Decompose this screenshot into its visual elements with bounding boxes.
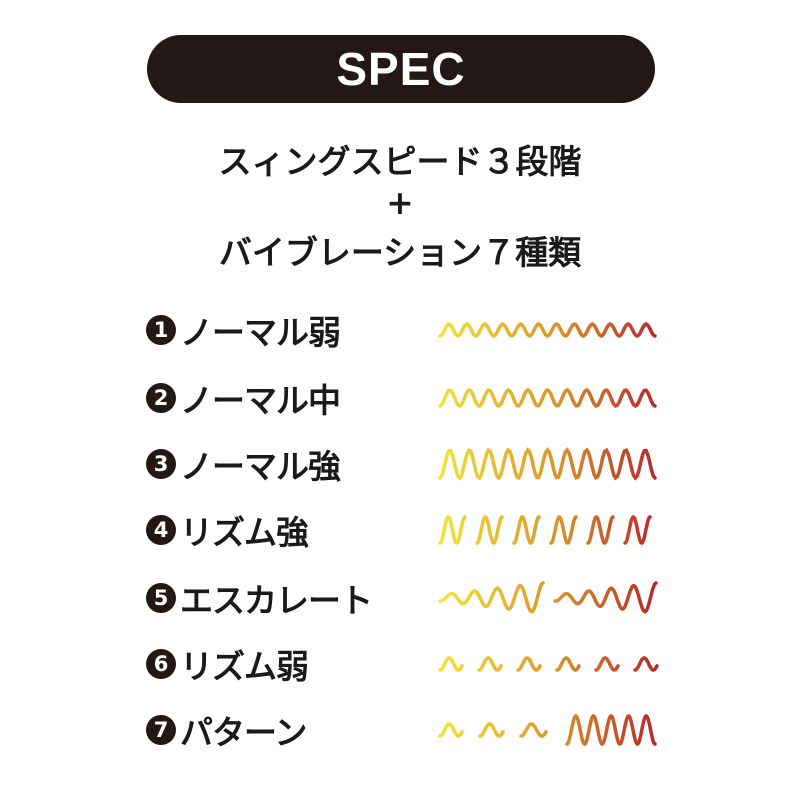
mode-row-6: 6 リズム弱 [146,644,309,686]
wave-mode-7-segment-1 [438,722,464,738]
mode-row-5: 5 エスカレート [146,578,373,620]
wave-mode-4-segment-6 [623,515,652,545]
wave-mode-2-segment-1 [438,387,657,409]
mode-number-badge: 4 [146,515,176,545]
wave-mode-5-segment-1 [438,581,545,614]
mode-number-badge: 6 [146,649,176,679]
wave-mode-7-segment-2 [478,722,505,738]
mode-label: エスカレート [180,581,373,620]
mode-label: ノーマル弱 [180,313,341,352]
mode-number-badge: 3 [146,449,176,479]
mode-label: ノーマル中 [180,381,341,420]
mode-row-3: 3 ノーマル強 [146,444,341,486]
wave-mode-6-segment-5 [594,656,620,672]
wave-mode-4-segment-5 [586,515,615,545]
wave-mode-3-segment-1 [438,447,657,481]
wave-mode-4-segment-2 [475,515,504,545]
mode-row-1: 1 ノーマル弱 [146,310,341,352]
mode-label: ノーマル強 [180,447,341,486]
mode-number-badge: 1 [146,315,176,345]
mode-row-7: 7 パターン [146,710,307,752]
mode-row-4: 4 リズム強 [146,510,309,552]
wave-mode-1-segment-1 [438,321,657,339]
wave-mode-6-segment-2 [477,656,503,672]
wave-mode-6-segment-4 [555,656,581,672]
wave-mode-6-segment-1 [438,656,464,672]
headline-line2: バイブレーション７種類 [218,233,582,272]
mode-number-badge: 7 [146,715,176,745]
wave-mode-4-segment-3 [512,515,541,545]
wave-mode-4-segment-1 [438,515,467,545]
spec-banner: SPEC [147,35,655,103]
wave-mode-5-segment-2 [553,581,658,614]
mode-label: パターン [180,713,307,752]
wave-mode-7-segment-4 [565,713,657,747]
mode-label: リズム強 [180,513,309,552]
mode-row-2: 2 ノーマル中 [146,378,341,420]
wave-mode-4-segment-4 [549,515,578,545]
mode-number-badge: 2 [146,383,176,413]
headline-plus: + [386,183,414,222]
wave-mode-6-segment-3 [516,656,542,672]
mode-number-badge: 5 [146,583,176,613]
mode-label: リズム弱 [180,647,309,686]
spec-title: SPEC [336,43,466,95]
wave-mode-6-segment-6 [633,656,659,672]
headline-line1: スィングスピード３段階 [218,142,582,181]
wave-mode-7-segment-3 [519,722,548,738]
